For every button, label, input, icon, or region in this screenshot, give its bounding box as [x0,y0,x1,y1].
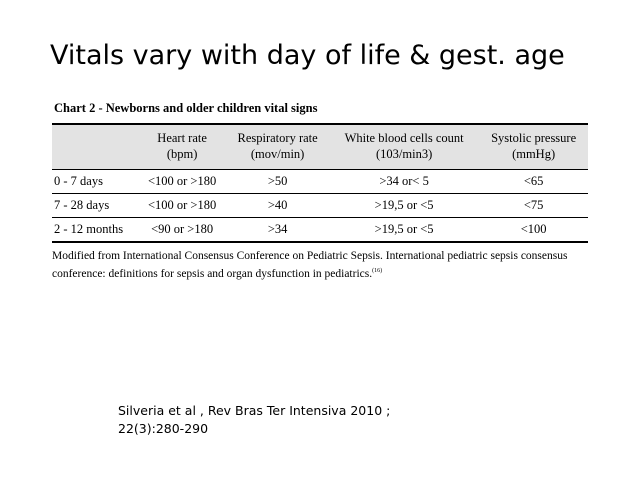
header-wbc-count: White blood cells count (103/min3) [328,124,480,170]
wbc-count-cell: >19,5 or <5 [328,193,480,218]
age-group-cell: 2 - 12 months [52,217,138,242]
age-group-cell: 0 - 7 days [54,174,103,188]
systolic-pressure-cell: <75 [479,193,588,218]
vitals-figure: Chart 2 - Newborns and older children vi… [52,100,592,282]
header-systolic-pressure: Systolic pressure (mmHg) [479,124,588,170]
header-wbc-count-unit: (103/min3) [375,147,433,161]
header-systolic-pressure-label: Systolic pressure [491,131,577,145]
header-respiratory-rate-label: Respiratory rate [237,131,318,145]
wbc-count-cell: >34 or< 5 [379,174,429,188]
footnote-text: Modified from International Consensus Co… [52,250,568,280]
respiratory-rate-cell: >40 [226,193,329,218]
heart-rate-cell: <100 or >180 [147,174,217,188]
header-heart-rate-unit: (bpm) [166,147,198,161]
respiratory-rate-cell: >50 [267,174,288,188]
chart-caption: Chart 2 - Newborns and older children vi… [54,101,318,115]
heart-rate-cell: <100 or >180 [138,193,227,218]
systolic-pressure-cell: <100 [479,217,588,242]
vital-signs-table: Heart rate (bpm) Respiratory rate (mov/m… [52,123,588,243]
header-corner-cell [52,124,138,170]
wbc-count-cell: >19,5 or <5 [328,217,480,242]
citation-line-2: 22(3):280-290 [118,421,209,436]
slide-title: Vitals vary with day of life & gest. age [50,40,565,71]
header-respiratory-rate: Respiratory rate (mov/min) [226,124,329,170]
table-footnote: Modified from International Consensus Co… [52,249,592,282]
systolic-pressure-cell: <65 [523,174,544,188]
header-wbc-count-label: White blood cells count [344,131,464,145]
header-systolic-pressure-unit: (mmHg) [512,147,556,161]
header-heart-rate: Heart rate (bpm) [138,124,227,170]
table-row: 0 - 7 days <100 or >180 >50 >34 or< 5 <6… [52,170,588,194]
source-citation: Silveria et al , Rev Bras Ter Intensiva … [118,402,390,438]
citation-line-1: Silveria et al , Rev Bras Ter Intensiva … [118,403,391,418]
table-header-row: Heart rate (bpm) Respiratory rate (mov/m… [52,124,588,170]
age-group-cell: 7 - 28 days [52,193,138,218]
header-heart-rate-label: Heart rate [157,131,207,145]
table-row: 7 - 28 days <100 or >180 >40 >19,5 or <5… [52,193,588,218]
header-respiratory-rate-unit: (mov/min) [250,147,305,161]
footnote-reference: (16) [372,268,383,274]
respiratory-rate-cell: >34 [226,217,329,242]
table-row: 2 - 12 months <90 or >180 >34 >19,5 or <… [52,217,588,242]
heart-rate-cell: <90 or >180 [138,217,227,242]
